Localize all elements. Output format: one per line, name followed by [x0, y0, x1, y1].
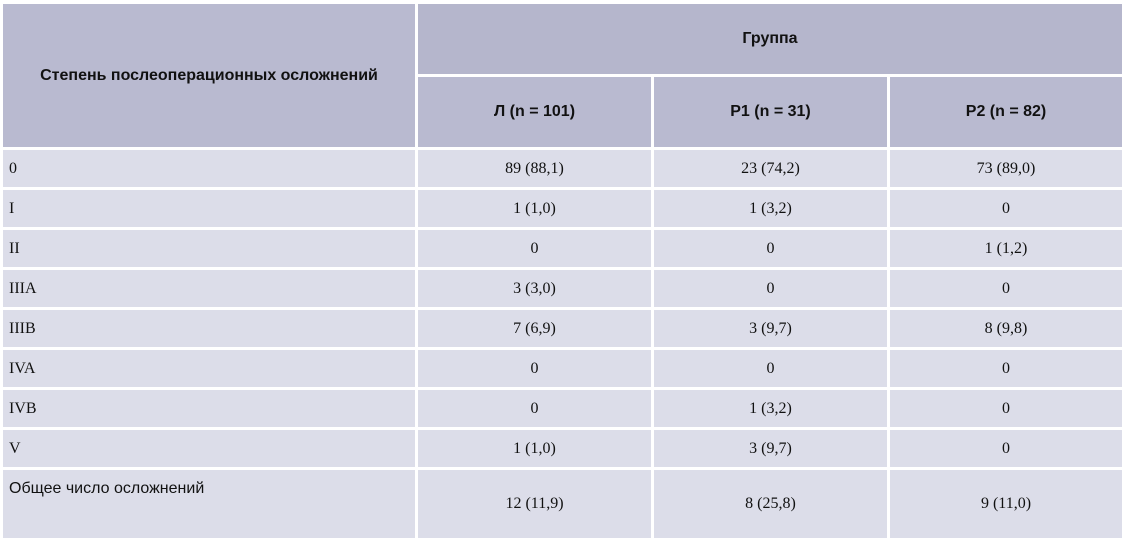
cell-value: 8 (25,8) [654, 470, 887, 538]
table-row: IIIB 7 (6,9) 3 (9,7) 8 (9,8) [3, 310, 1123, 347]
column-header: Р1 (n = 31) [654, 77, 887, 147]
table-row: IVB 0 1 (3,2) 0 [3, 390, 1123, 427]
row-label: II [3, 230, 415, 267]
cell-value: 0 [654, 270, 887, 307]
cell-value: 8 (9,8) [890, 310, 1123, 347]
header-row: Степень послеоперационных осложнений Гру… [3, 4, 1123, 147]
cell-value: 1 (3,2) [654, 190, 887, 227]
cell-value: 7 (6,9) [418, 310, 651, 347]
cell-value: 0 [890, 390, 1123, 427]
cell-value: 0 [654, 230, 887, 267]
cell-value: 0 [890, 430, 1123, 467]
cell-value: 0 [890, 270, 1123, 307]
cell-value: 12 (11,9) [418, 470, 651, 538]
cell-value: 1 (3,2) [654, 390, 887, 427]
column-header: Р2 (n = 82) [890, 77, 1123, 147]
cell-value: 89 (88,1) [418, 150, 651, 187]
table-body: 0 89 (88,1) 23 (74,2) 73 (89,0) I 1 (1,0) 1 (3… [3, 150, 1123, 538]
cell-value: 3 (3,0) [418, 270, 651, 307]
row-label: I [3, 190, 415, 227]
column-header: Л (n = 101) [418, 77, 651, 147]
row-label-header: Степень послеоперационных осложнений [3, 4, 415, 147]
cell-value: 0 [890, 350, 1123, 387]
cell-value: 0 [418, 390, 651, 427]
table-row: IIIA 3 (3,0) 0 0 [3, 270, 1123, 307]
group-header: Группа [418, 4, 1123, 74]
table-row: II 0 0 1 (1,2) [3, 230, 1123, 267]
row-label: 0 [3, 150, 415, 187]
cell-value: 0 [418, 350, 651, 387]
table-header: Степень послеоперационных осложнений Гру… [3, 4, 1123, 147]
row-label: IIIB [3, 310, 415, 347]
cell-value: 0 [654, 350, 887, 387]
cell-value: 73 (89,0) [890, 150, 1123, 187]
cell-value: 0 [418, 230, 651, 267]
cell-value: 3 (9,7) [654, 310, 887, 347]
cell-value: 1 (1,0) [418, 190, 651, 227]
cell-value: 1 (1,0) [418, 430, 651, 467]
row-label: V [3, 430, 415, 467]
cell-value: 0 [890, 190, 1123, 227]
cell-value: 1 (1,2) [890, 230, 1123, 267]
table-row: IVA 0 0 0 [3, 350, 1123, 387]
table-row: 0 89 (88,1) 23 (74,2) 73 (89,0) [3, 150, 1123, 187]
table-row: Общее число осложнений 12 (11,9) 8 (25,8) 9… [3, 470, 1123, 538]
row-label: IIIA [3, 270, 415, 307]
row-label: Общее число осложнений [3, 470, 415, 538]
row-label: IVB [3, 390, 415, 427]
cell-value: 9 (11,0) [890, 470, 1123, 538]
header-row: Л (n = 101) Р1 (n = 31) Р2 (n = 82) [3, 77, 1123, 147]
cell-value: 23 (74,2) [654, 150, 887, 187]
row-label: IVA [3, 350, 415, 387]
cell-value: 3 (9,7) [654, 430, 887, 467]
